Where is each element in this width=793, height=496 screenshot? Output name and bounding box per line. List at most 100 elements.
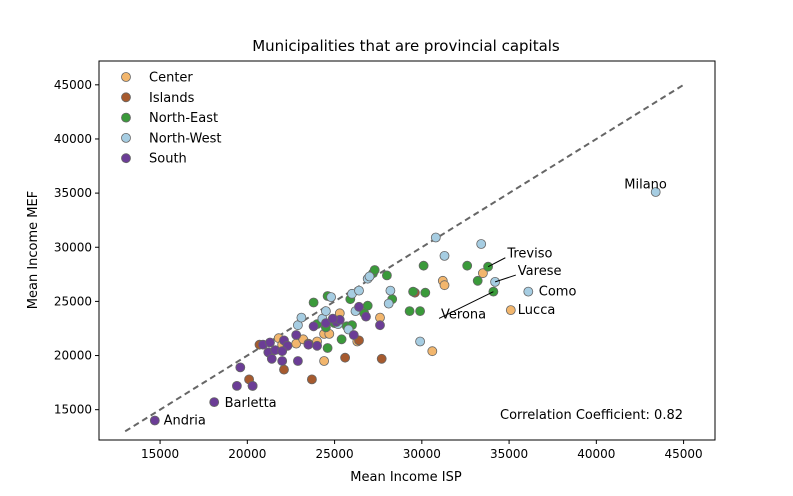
point-center: [505, 305, 516, 316]
point-north-west: [415, 336, 426, 347]
y-tick-label: 20000: [54, 349, 92, 363]
point-islands: [376, 353, 387, 364]
y-tick-label: 35000: [54, 186, 92, 200]
point-center: [319, 356, 330, 366]
x-tick-label: 45000: [664, 447, 702, 461]
point-north-east: [322, 343, 333, 353]
point-islands: [340, 352, 351, 363]
x-tick-label: 20000: [228, 447, 266, 461]
x-tick-label: 30000: [403, 447, 441, 461]
point-south: [247, 380, 258, 391]
annotation-andria: Andria: [164, 414, 206, 429]
point-south: [277, 356, 288, 366]
point-center: [477, 268, 488, 279]
point-south: [327, 313, 338, 324]
point-south: [149, 415, 160, 426]
legend-label-center: Center: [149, 71, 193, 86]
point-north-west: [439, 250, 450, 261]
y-tick-label: 30000: [54, 240, 92, 254]
point-north-east: [404, 306, 415, 317]
y-tick-label: 15000: [54, 403, 92, 417]
legend-label-north-east: North-East: [149, 111, 218, 126]
point-south: [320, 318, 331, 329]
point-islands: [306, 374, 317, 385]
point-north-west: [430, 232, 441, 243]
point-center: [439, 280, 450, 291]
point-south: [277, 346, 288, 357]
legend-label-north-west: North-West: [149, 131, 221, 146]
x-axis-label: Mean Income ISP: [350, 470, 462, 485]
point-south: [303, 339, 314, 350]
legend-marker-north-east: [121, 112, 131, 123]
point-south: [292, 356, 303, 366]
point-south: [308, 321, 319, 332]
point-south: [354, 301, 364, 312]
point-south: [235, 362, 246, 373]
point-north-west: [354, 285, 364, 296]
y-tick-label: 45000: [54, 78, 92, 92]
y-tick-label: 25000: [54, 294, 92, 308]
point-north-west: [296, 312, 307, 323]
point-north-east: [336, 334, 347, 345]
legend-marker-center: [121, 72, 131, 82]
x-tick-label: 35000: [490, 447, 528, 461]
point-north-west: [476, 239, 487, 249]
point-north-east: [369, 265, 380, 275]
annotation-verona: Verona: [441, 307, 486, 322]
point-north-east: [408, 286, 419, 297]
annotation-como: Como: [539, 285, 577, 300]
point-north-east: [418, 260, 429, 271]
point-north-east: [472, 275, 483, 286]
legend-marker-islands: [121, 92, 131, 103]
point-south: [291, 330, 302, 340]
x-tick-label: 40000: [577, 447, 615, 461]
point-north-west: [523, 286, 534, 297]
point-north-east: [488, 286, 499, 297]
chart-title: Municipalities that are provincial capit…: [252, 37, 560, 55]
point-north-west: [364, 271, 375, 282]
legend-label-south: South: [149, 152, 187, 167]
annotation-milano: Milano: [624, 177, 667, 192]
correlation-label: Correlation Coefficient: 0.82: [500, 408, 683, 423]
point-south: [231, 380, 242, 391]
point-north-west: [490, 276, 501, 287]
point-north-west: [320, 306, 331, 317]
annotation-arrow-treviso: [487, 257, 506, 268]
x-tick-label: 25000: [315, 447, 353, 461]
point-south: [361, 311, 371, 322]
y-tick-label: 40000: [54, 132, 92, 146]
point-north-east: [362, 300, 373, 311]
point-north-west: [650, 187, 661, 197]
point-south: [312, 340, 323, 351]
point-north-west: [385, 285, 396, 296]
point-north-east: [381, 270, 392, 281]
x-tick-label: 15000: [141, 447, 179, 461]
point-north-east: [462, 260, 473, 271]
annotation-lucca: Lucca: [518, 303, 556, 318]
point-south: [209, 397, 220, 408]
annotation-barletta: Barletta: [225, 396, 277, 411]
point-south: [265, 337, 275, 348]
legend-marker-north-west: [121, 132, 131, 143]
point-islands: [279, 364, 289, 375]
annotation-arrow-varese: [494, 274, 516, 283]
y-axis-label: Mean Income MEF: [26, 191, 41, 309]
plot-area: Milano Treviso Varese Como Verona Lucca Barlet…: [54, 60, 716, 461]
point-north-east: [415, 306, 426, 317]
legend-label-islands: Islands: [149, 91, 195, 106]
point-south: [375, 320, 385, 331]
point-south: [348, 330, 359, 340]
point-north-east: [420, 287, 431, 298]
legend-marker-south: [121, 153, 131, 164]
point-north-east: [483, 261, 494, 272]
annotation-varese: Varese: [518, 264, 562, 279]
axes-frame: [98, 60, 716, 441]
point-north-east: [308, 297, 319, 308]
point-north-west: [326, 292, 337, 303]
point-south: [266, 353, 277, 364]
annotation-arrow-verona: [438, 291, 494, 319]
point-north-west: [383, 298, 394, 309]
point-center: [427, 346, 438, 357]
annotation-treviso: Treviso: [506, 247, 552, 262]
